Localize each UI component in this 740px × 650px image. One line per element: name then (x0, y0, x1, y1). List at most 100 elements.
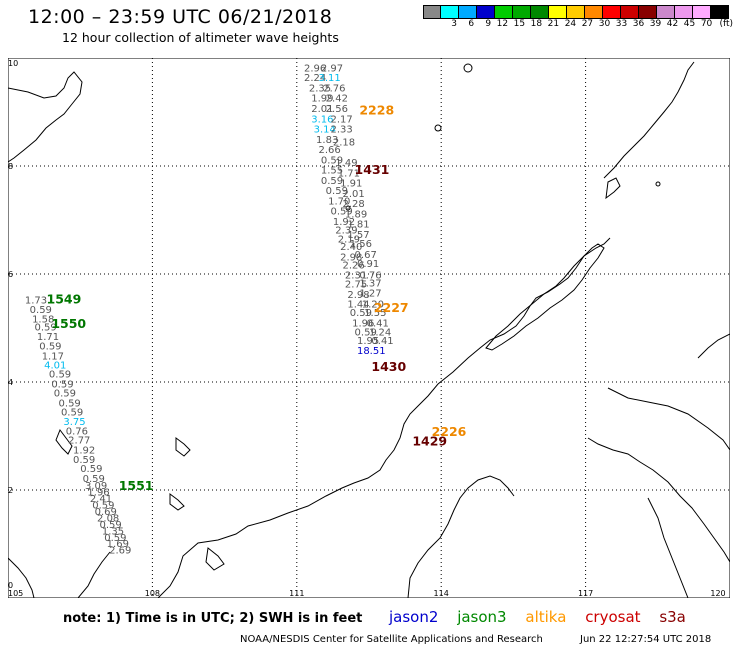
color-scale-bar: 3 6 9 12 15 18 21 24 27 30 33 36 39 42 45 70 (ft) (423, 5, 733, 35)
pass-time-label: 1550 (51, 316, 86, 331)
swh-value: 1.69 (107, 539, 129, 550)
swh-value: 1.55 (364, 308, 386, 319)
swh-value: 1.37 (359, 278, 381, 289)
swh-value: 1.70 (328, 196, 350, 207)
y-tick-label: 8 (8, 162, 13, 171)
color-scale-label: 6 (468, 19, 475, 29)
color-scale-cell (513, 5, 531, 19)
swh-value: 3.75 (63, 417, 85, 428)
swh-value: 1.35 (102, 526, 124, 537)
swh-value: 2.35 (309, 83, 331, 94)
swh-value: 1.81 (347, 220, 369, 231)
swh-value: 0.59 (34, 323, 56, 334)
swh-value: 2.08 (97, 513, 119, 524)
swh-value: 1.27 (359, 289, 381, 300)
legend-cryosat: cryosat (585, 608, 641, 626)
swh-value: 2.98 (347, 290, 369, 301)
color-scale-label: 70 (700, 19, 713, 29)
swh-value: 1.83 (316, 135, 338, 146)
color-scale-label: 33 (615, 19, 628, 29)
swh-value: 1.17 (42, 351, 64, 362)
islet-5 (655, 181, 661, 187)
swh-value: 1.49 (335, 158, 357, 169)
legend-s3a: s3a (659, 608, 686, 626)
riau-coast (77, 551, 111, 598)
color-scale-label: 39 (649, 19, 662, 29)
swh-value: 2.31 (345, 270, 367, 281)
natuna-south (169, 493, 185, 511)
color-scale-label: 27 (581, 19, 594, 29)
color-scale-cell (585, 5, 603, 19)
swh-value: 1.92 (333, 217, 355, 228)
swh-value: 0.69 (95, 507, 117, 518)
color-scale-label: 12 (496, 19, 509, 29)
swh-value: 1.92 (73, 445, 95, 456)
swh-value: 18.51 (357, 346, 386, 357)
pass-time-label: 1431 (355, 162, 390, 177)
swh-value: 0.59 (61, 407, 83, 418)
color-scale-cells (423, 5, 733, 19)
swh-value: 0.59 (54, 389, 76, 400)
y-tick-label: 10 (8, 59, 18, 68)
color-scale-label: 21 (547, 19, 560, 29)
color-scale-cell (495, 5, 513, 19)
y-tick-label: 6 (8, 270, 13, 279)
swh-value: 0.76 (359, 270, 381, 281)
coastlines (8, 61, 730, 598)
chart-title: 12:00 – 23:59 UTC 06/21/2018 (28, 6, 333, 28)
swh-value: 1.73 (25, 296, 47, 307)
color-scale-cell (639, 5, 657, 19)
color-scale-cell (531, 5, 549, 19)
color-scale-label: 45 (683, 19, 696, 29)
swh-value: 3.14 (314, 125, 336, 136)
swh-value: 2.75 (345, 280, 367, 291)
x-tick-label: 114 (434, 589, 449, 598)
pass-time-label: 1551 (119, 478, 154, 493)
swh-value: 0.59 (30, 305, 52, 316)
color-scale-cell (711, 5, 729, 19)
swh-value: 0.59 (99, 520, 121, 531)
sulu-coast (697, 333, 730, 359)
color-scale-labels: 3 6 9 12 15 18 21 24 27 30 33 36 39 42 45 70 (ft) (423, 19, 733, 31)
color-scale-label: 30 (598, 19, 611, 29)
swh-value: 1.71 (338, 168, 360, 179)
x-tick-label: 120 (710, 589, 725, 598)
swh-value: 0.59 (92, 500, 114, 511)
y-tick-label: 2 (8, 486, 13, 495)
indochina-coast (8, 71, 83, 163)
swh-value: 1.56 (350, 239, 372, 250)
islet-6 (345, 205, 351, 211)
swh-value: 2.24 (304, 73, 326, 84)
pass-time-label: 2227 (374, 300, 409, 315)
borneo-coast (157, 237, 611, 598)
swh-value: 1.95 (357, 336, 379, 347)
swh-value: 2.18 (333, 137, 355, 148)
swh-value: 1.24 (369, 328, 391, 339)
color-scale-cell (603, 5, 621, 19)
swh-value: 0.59 (330, 207, 352, 218)
color-scale-cell (423, 5, 441, 19)
pass-time-label: 2226 (432, 424, 467, 439)
swh-value: 2.19 (338, 235, 360, 246)
swh-value: 2.69 (109, 546, 131, 557)
satellite-legend: jason2 jason3 altika cryosat s3a (389, 608, 700, 626)
swh-value: 3.16 (311, 114, 333, 125)
footnote: note: 1) Time is in UTC; 2) SWH is in fe… (63, 611, 363, 626)
color-scale-label: 9 (485, 19, 492, 29)
borneo-south-coast (407, 475, 515, 598)
swh-value: 1.96 (352, 318, 374, 329)
color-scale-label: 15 (513, 19, 526, 29)
swh-value: 0.59 (51, 379, 73, 390)
swh-value: 2.77 (68, 436, 90, 447)
lat-lon-grid (8, 58, 730, 598)
swh-value: 3.11 (318, 73, 340, 84)
swh-value: 0.59 (83, 474, 105, 485)
swh-value: 2.98 (340, 253, 362, 264)
swh-value: 2.01 (311, 104, 333, 115)
swh-value: 0.91 (357, 259, 379, 270)
color-scale-cell (675, 5, 693, 19)
natuna-islands (175, 437, 191, 457)
y-tick-label: 0 (8, 581, 13, 590)
color-scale-label: 36 (632, 19, 645, 29)
